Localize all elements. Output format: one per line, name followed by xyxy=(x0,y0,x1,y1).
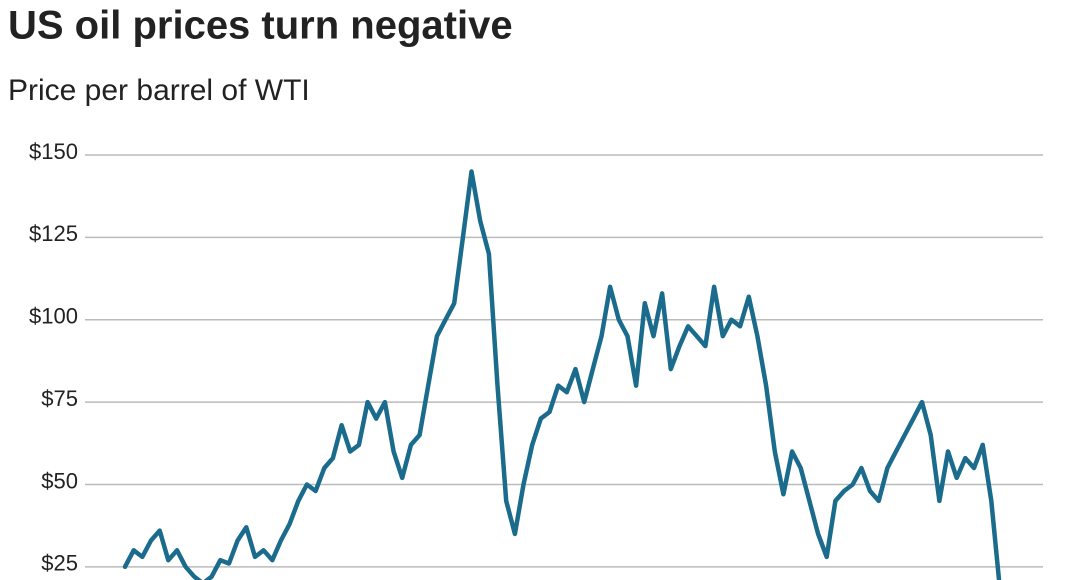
y-tick-label: $50 xyxy=(41,468,78,493)
price-line xyxy=(122,169,1002,580)
chart-subtitle: Price per barrel of WTI xyxy=(8,74,310,107)
y-tick-label: $150 xyxy=(29,139,78,164)
y-tick-label: $125 xyxy=(29,221,78,246)
y-tick-label: $25 xyxy=(41,551,78,576)
grid: $25 $50 $75 $100 $125 $150 xyxy=(29,139,1043,576)
y-tick-label: $75 xyxy=(41,386,78,411)
y-tick-label: $100 xyxy=(29,304,78,329)
chart-title: US oil prices turn negative xyxy=(8,4,513,48)
plot-area xyxy=(122,169,1002,580)
